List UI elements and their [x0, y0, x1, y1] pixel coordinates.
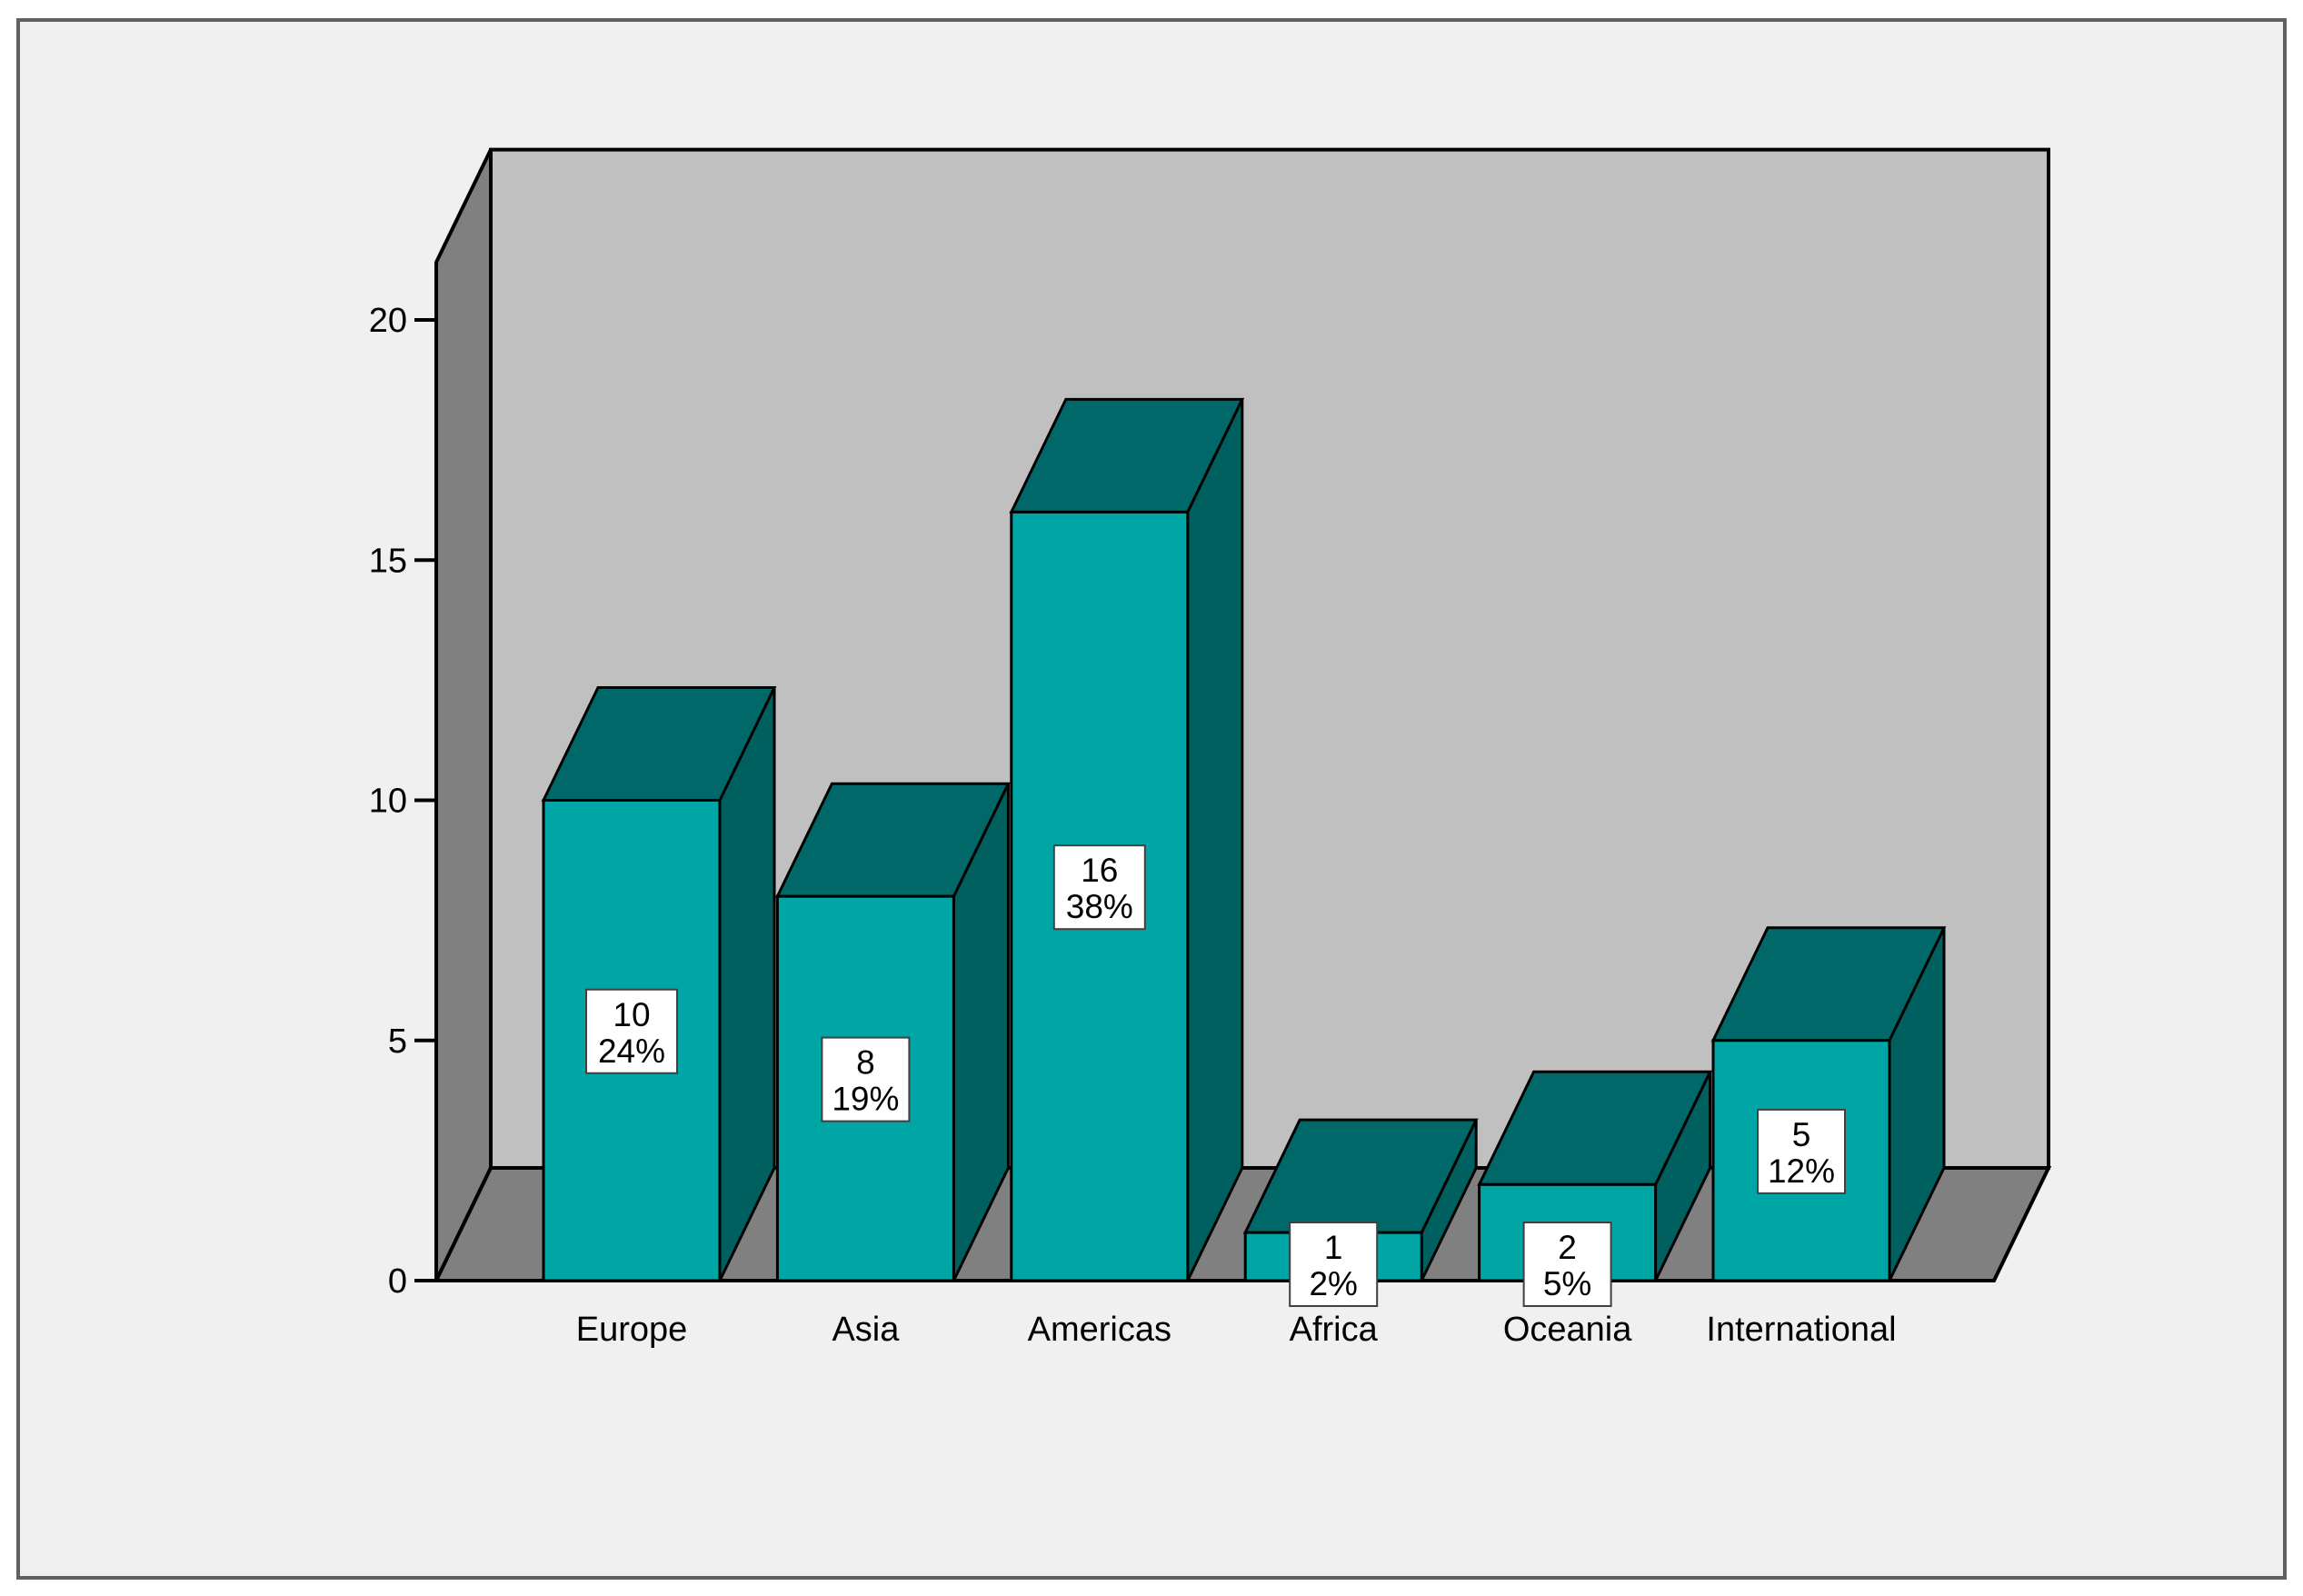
category-label: Asia	[832, 1311, 900, 1349]
data-label-box	[585, 988, 678, 1074]
category-label: International	[1706, 1311, 1896, 1349]
y-tick-label: 20	[369, 302, 407, 340]
bar-side-americas	[1186, 398, 1244, 1282]
data-label-box	[821, 1036, 911, 1122]
data-label-percent: 2%	[1309, 1265, 1357, 1302]
data-label-percent: 12%	[1768, 1152, 1835, 1190]
data-label-percent: 24%	[598, 1032, 665, 1070]
data-label-count: 5	[1792, 1116, 1811, 1153]
data-label-count: 2	[1558, 1229, 1577, 1266]
data-label-box	[1757, 1108, 1846, 1194]
category-label: Europe	[576, 1311, 688, 1349]
category-labels: Europe Asia Americas Africa Oceania Internati…	[576, 1311, 1897, 1349]
data-label-percent: 5%	[1543, 1265, 1591, 1302]
side-wall	[434, 148, 493, 1282]
y-tick-label: 0	[388, 1262, 407, 1301]
data-label-box	[1522, 1222, 1612, 1307]
data-label-box	[1052, 844, 1146, 931]
data-label-percent: 19%	[832, 1081, 899, 1118]
bar-international	[1711, 1039, 1891, 1282]
data-label-count: 10	[613, 996, 650, 1033]
y-tick-label: 15	[369, 542, 407, 580]
y-axis: 0 5 10 15 20	[369, 302, 436, 1301]
data-label-count: 16	[1081, 852, 1118, 889]
data-label-percent: 38%	[1066, 888, 1133, 925]
data-label-count: 1	[1324, 1229, 1343, 1266]
data-label-box	[1289, 1222, 1379, 1307]
category-label: Americas	[1028, 1311, 1171, 1349]
data-label-count: 8	[856, 1044, 875, 1082]
category-label: Oceania	[1503, 1311, 1632, 1349]
y-tick-label: 10	[369, 783, 407, 821]
category-label: Africa	[1290, 1311, 1379, 1349]
y-tick-label: 5	[388, 1022, 407, 1061]
